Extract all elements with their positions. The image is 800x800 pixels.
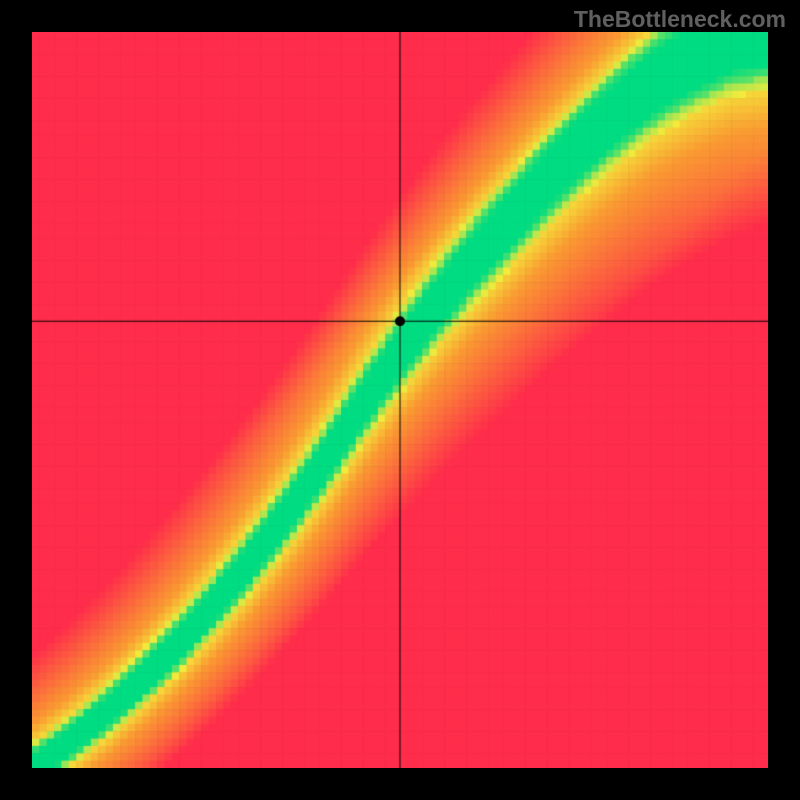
plot-area [32,32,768,768]
chart-container: TheBottleneck.com [0,0,800,800]
watermark-text: TheBottleneck.com [574,6,786,33]
heatmap-canvas [32,32,768,768]
